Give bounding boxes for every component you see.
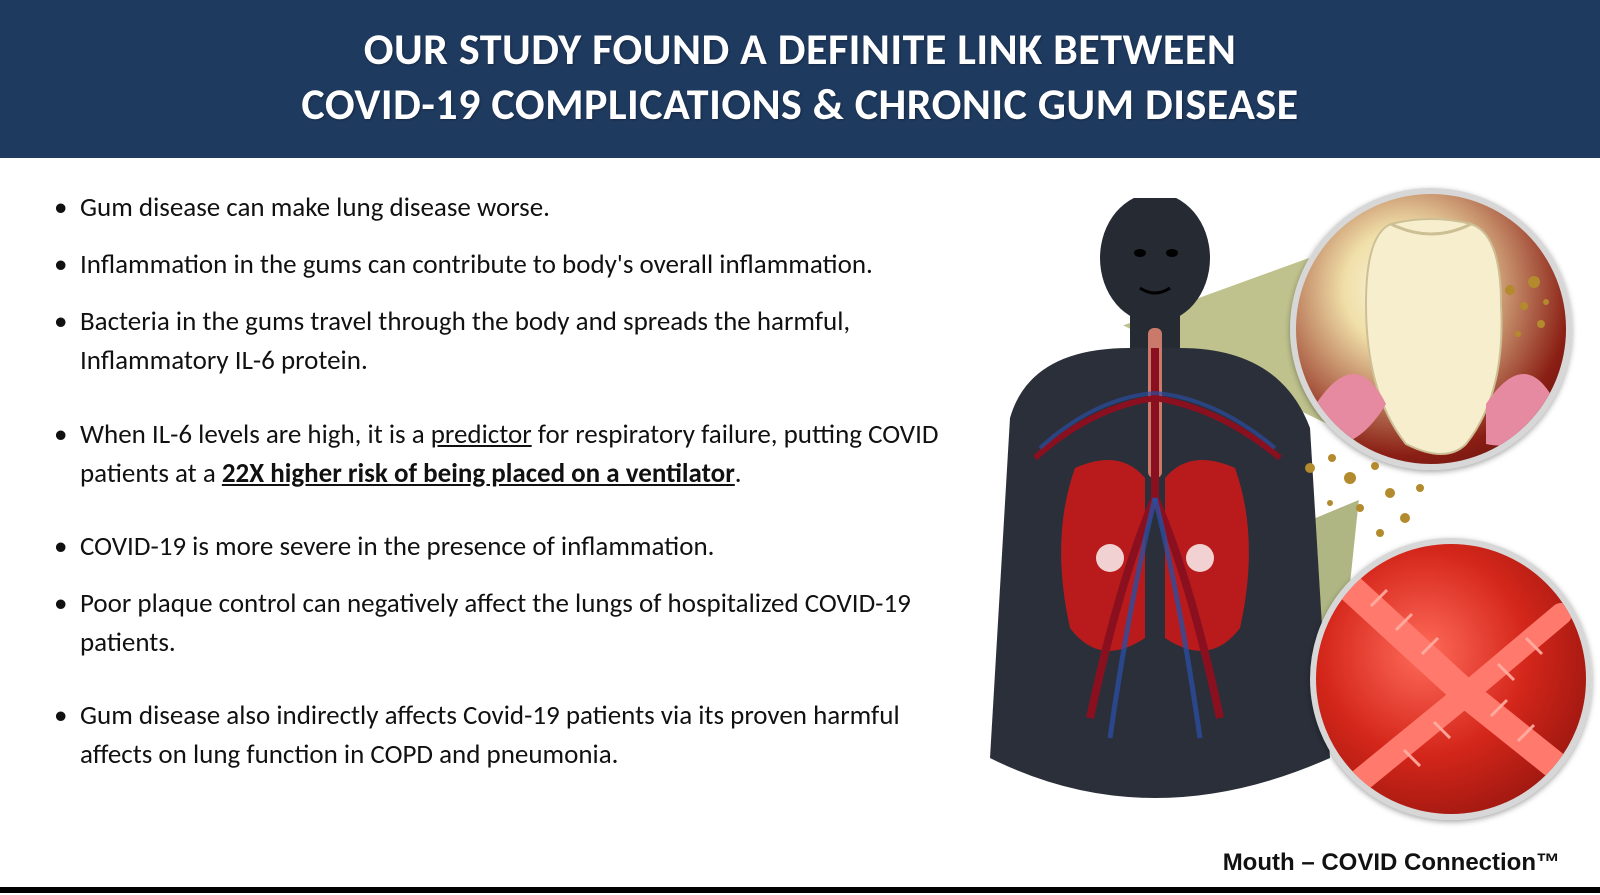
bullet-item: When IL-6 levels are high, it is a predi… xyxy=(50,415,970,493)
title-banner: OUR STUDY FOUND A DEFINITE LINK BETWEEN … xyxy=(0,0,1600,158)
blood-vessel-medallion xyxy=(1310,538,1592,820)
bullet-item: Gum disease also indirectly affects Covi… xyxy=(50,696,970,774)
figure-column xyxy=(970,188,1570,828)
footer-attribution: Mouth – COVID Connection™ xyxy=(1223,849,1560,877)
bullet-item: COVID-19 is more severe in the presence … xyxy=(50,527,970,566)
bullet-item: Inflammation in the gums can contribute … xyxy=(50,245,970,284)
title-line-2: COVID-19 COMPLICATIONS & CHRONIC GUM DIS… xyxy=(20,77,1580,132)
anatomy-figure xyxy=(970,188,1580,828)
bullet-item: Poor plaque control can negatively affec… xyxy=(50,584,970,662)
bullet-item: Gum disease can make lung disease worse. xyxy=(50,188,970,227)
bullet-text-part: . xyxy=(735,457,742,490)
bullet-text-bold-underline: 22X higher risk of being placed on a ven… xyxy=(222,457,735,490)
tooth-icon xyxy=(1296,194,1566,464)
bullet-text-part: When IL-6 levels are high, it is a xyxy=(80,418,431,451)
title-line-1: OUR STUDY FOUND A DEFINITE LINK BETWEEN xyxy=(20,22,1580,77)
body: Gum disease can make lung disease worse.… xyxy=(0,158,1600,838)
bullet-column: Gum disease can make lung disease worse.… xyxy=(30,188,970,828)
footer-rule xyxy=(0,887,1600,893)
bullet-list: Gum disease can make lung disease worse.… xyxy=(50,188,970,775)
bullet-item: Bacteria in the gums travel through the … xyxy=(50,302,970,380)
torso-icon xyxy=(980,198,1340,798)
bullet-text-underline: predictor xyxy=(431,418,532,451)
tooth-detail-medallion xyxy=(1290,188,1572,470)
bacteria-dots-icon xyxy=(1290,448,1440,558)
slide: OUR STUDY FOUND A DEFINITE LINK BETWEEN … xyxy=(0,0,1600,895)
blood-vessel-icon xyxy=(1316,544,1586,814)
